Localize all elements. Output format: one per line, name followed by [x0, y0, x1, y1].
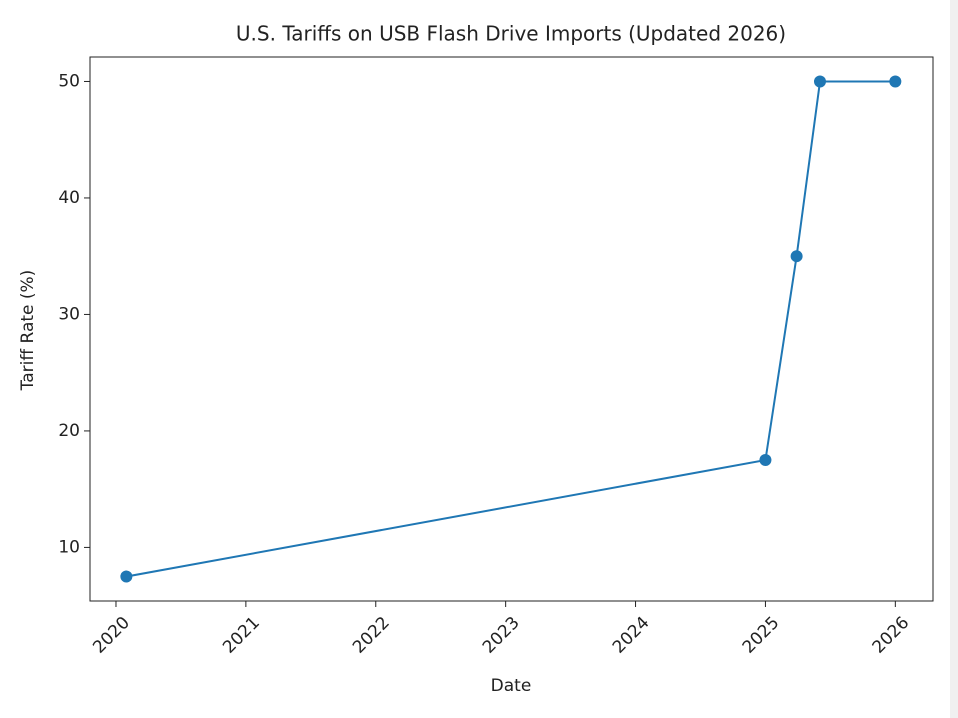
- y-tick-label: 20: [58, 421, 80, 441]
- marker: [889, 75, 902, 88]
- y-tick-label: 40: [58, 188, 80, 208]
- marker: [790, 250, 803, 263]
- marker: [813, 75, 826, 88]
- y-tick-label: 30: [58, 304, 80, 324]
- marker: [120, 570, 133, 583]
- marker: [759, 454, 772, 467]
- edge-strip: [950, 0, 958, 718]
- x-axis-label: Date: [491, 676, 532, 696]
- y-tick-label: 10: [58, 537, 80, 557]
- y-tick-label: 50: [58, 71, 80, 91]
- plot-frame: [89, 56, 934, 602]
- y-axis-label: Tariff Rate (%): [18, 270, 38, 392]
- chart-title: U.S. Tariffs on USB Flash Drive Imports …: [236, 22, 786, 46]
